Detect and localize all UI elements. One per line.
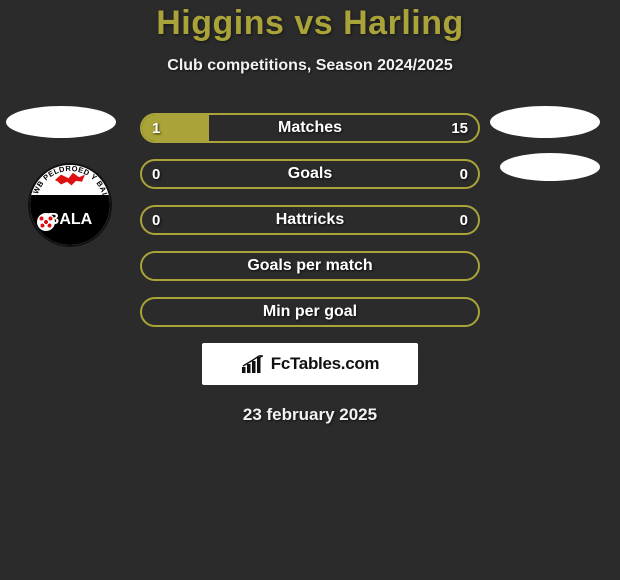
stat-value-right: 15 [451, 115, 468, 141]
stat-row: Matches 1 15 [140, 113, 480, 143]
brand-box[interactable]: FcTables.com [202, 343, 418, 385]
stats-area: BALA CLWB PELDROED Y BALA TOWN F.C. Matc… [0, 113, 620, 327]
stat-value-right: 0 [460, 207, 468, 233]
crest-bottom: BALA [30, 195, 110, 245]
stat-row: Goals 0 0 [140, 159, 480, 189]
club-crest-right-placeholder [500, 153, 600, 181]
player-photo-right-placeholder [490, 106, 600, 138]
stat-row: Min per goal [140, 297, 480, 327]
stat-label: Goals per match [247, 257, 372, 275]
page-title: Higgins vs Harling [0, 4, 620, 43]
stat-row: Goals per match [140, 251, 480, 281]
stat-bar-overlay: Min per goal [142, 299, 478, 325]
stat-label: Min per goal [263, 303, 357, 321]
dragon-icon [55, 171, 85, 189]
stat-bar-overlay: Goals 0 0 [142, 161, 478, 187]
stat-label: Goals [288, 165, 332, 183]
player-photo-left-placeholder [6, 106, 116, 138]
stat-value-right: 0 [460, 161, 468, 187]
subtitle: Club competitions, Season 2024/2025 [0, 57, 620, 75]
stat-value-left: 0 [152, 207, 160, 233]
stat-bar-overlay: Goals per match [142, 253, 478, 279]
stat-value-left: 1 [152, 115, 160, 141]
football-icon [37, 213, 55, 231]
stat-bars: Matches 1 15 Goals 0 0 Hattricks 0 0 Goals per ma… [140, 113, 480, 327]
stat-row: Hattricks 0 0 [140, 205, 480, 235]
brand-text: FcTables.com [271, 354, 380, 374]
stat-value-left: 0 [152, 161, 160, 187]
stat-bar-overlay: Matches 1 15 [142, 115, 478, 141]
date-line: 23 february 2025 [0, 405, 620, 425]
club-crest-left: BALA [28, 163, 112, 247]
brand-chart-icon [241, 355, 265, 373]
stat-label: Hattricks [276, 211, 344, 229]
stat-label: Matches [278, 119, 342, 137]
crest-top [30, 165, 110, 195]
comparison-widget: Higgins vs Harling Club competitions, Se… [0, 0, 620, 450]
stat-bar-overlay: Hattricks 0 0 [142, 207, 478, 233]
